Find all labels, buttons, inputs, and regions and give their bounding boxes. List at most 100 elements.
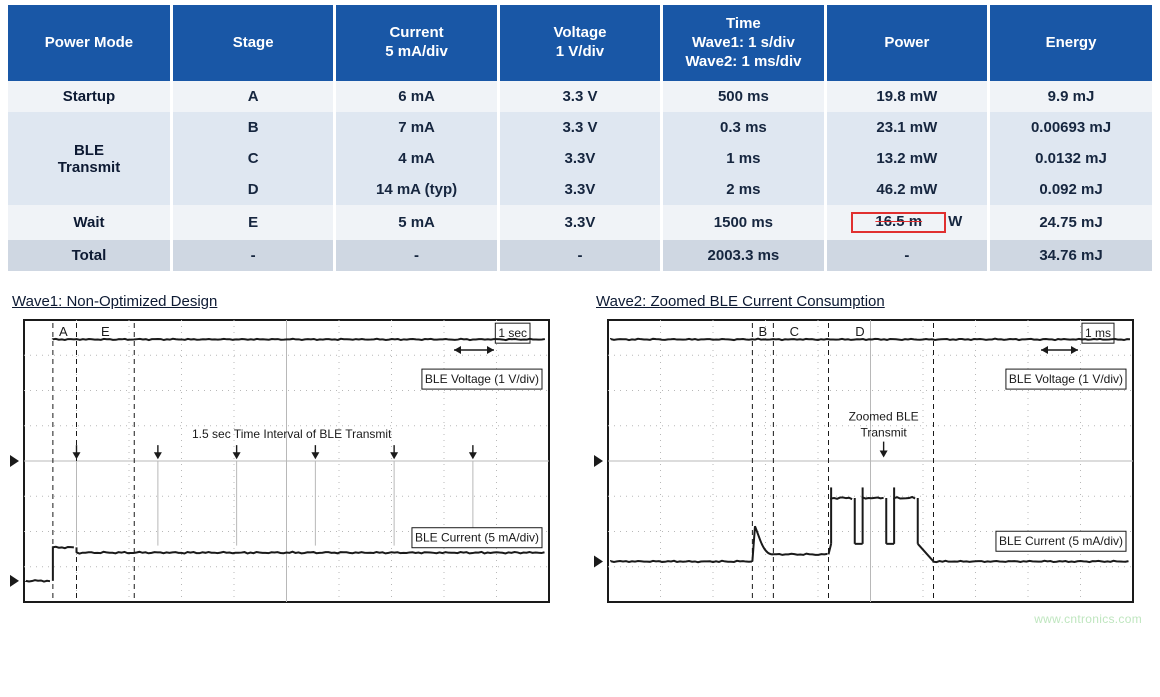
cell-time: 1500 ms: [662, 205, 825, 240]
cell-voltage: 3.3V: [498, 205, 661, 240]
cell-power: -: [825, 240, 988, 271]
scope-canvas: 1 ms B C D BLE Voltage (1 V/div) Zoomed BLE Tr…: [592, 316, 1137, 606]
mid-note: 1.5 sec Time Interval of BLE Transmit: [192, 427, 392, 441]
cell-power: 16.5 mW: [825, 205, 988, 240]
table-row: Total---2003.3 ms-34.76 mJ: [8, 240, 1152, 271]
col-current: Current5 mA/div: [335, 5, 498, 81]
cell-time: 0.3 ms: [662, 112, 825, 143]
table-row: C4 mA3.3V1 ms13.2 mW0.0132 mJ: [8, 143, 1152, 174]
trace-knob: [594, 455, 603, 467]
cell-voltage: 3.3 V: [498, 81, 661, 112]
scope-label: BLE Current (5 mA/div): [415, 530, 539, 544]
arrowhead-icon: [487, 346, 494, 354]
cell-power: 46.2 mW: [825, 174, 988, 205]
scope-trace: [611, 338, 1130, 339]
table-row: BLETransmitB7 mA3.3 V0.3 ms23.1 mW0.0069…: [8, 112, 1152, 143]
arrowhead-icon: [1071, 346, 1078, 354]
stage-label: A: [59, 324, 68, 339]
cell-stage: -: [171, 240, 334, 271]
table-row: StartupA6 mA3.3 V500 ms19.8 mW9.9 mJ: [8, 81, 1152, 112]
cell-mode: Total: [8, 240, 171, 271]
power-table: Power ModeStageCurrent5 mA/divVoltage1 V…: [8, 5, 1152, 271]
cell-current: 5 mA: [335, 205, 498, 240]
cell-stage: B: [171, 112, 334, 143]
cell-time: 1 ms: [662, 143, 825, 174]
cell-energy: 24.75 mJ: [989, 205, 1152, 240]
trace-knob: [10, 455, 19, 467]
scope-wave1: Wave1: Non-Optimized Design 1 sec A E BLE V…: [8, 293, 568, 606]
stage-label: E: [101, 324, 110, 339]
arrowhead-icon: [73, 452, 81, 459]
col-voltage: Voltage1 V/div: [498, 5, 661, 81]
arrowhead-icon: [880, 450, 888, 457]
arrowhead-icon: [1041, 346, 1048, 354]
col-energy: Energy: [989, 5, 1152, 81]
scope-label: BLE Current (5 mA/div): [999, 534, 1123, 548]
cell-current: 6 mA: [335, 81, 498, 112]
scope-trace: [773, 553, 827, 554]
scope-trace: [611, 560, 752, 561]
table-row: WaitE5 mA3.3V1500 ms16.5 mW24.75 mJ: [8, 205, 1152, 240]
scope-trace: [53, 547, 74, 548]
scope-trace: [863, 497, 884, 498]
col-mode: Power Mode: [8, 5, 171, 81]
cell-current: 7 mA: [335, 112, 498, 143]
cell-current: 4 mA: [335, 143, 498, 174]
stage-label: B: [759, 324, 768, 339]
scope-label: BLE Voltage (1 V/div): [1009, 372, 1123, 386]
scope-trace: [831, 497, 852, 499]
stage-label: D: [855, 324, 864, 339]
mid-note: Zoomed BLE: [849, 409, 919, 423]
scope-label: 1 ms: [1085, 326, 1111, 340]
table-row: D14 mA (typ)3.3V2 ms46.2 mW0.092 mJ: [8, 174, 1152, 205]
scope-trace: [934, 560, 1129, 561]
cell-energy: 0.00693 mJ: [989, 112, 1152, 143]
cell-time: 500 ms: [662, 81, 825, 112]
cell-voltage: -: [498, 240, 661, 271]
cell-voltage: 3.3V: [498, 143, 661, 174]
cell-mode: BLETransmit: [8, 112, 171, 205]
cell-power: 13.2 mW: [825, 143, 988, 174]
col-stage: Stage: [171, 5, 334, 81]
scope-canvas: 1 sec A E BLE Voltage (1 V/div) 1.5 sec Time…: [8, 316, 553, 606]
scope-title: Wave2: Zoomed BLE Current Consumption: [596, 293, 1152, 310]
scope-trace: [53, 338, 545, 339]
cell-voltage: 3.3 V: [498, 112, 661, 143]
cell-power: 19.8 mW: [825, 81, 988, 112]
arrowhead-icon: [154, 452, 162, 459]
cell-current: 14 mA (typ): [335, 174, 498, 205]
cell-energy: 34.76 mJ: [989, 240, 1152, 271]
trace-knob: [10, 575, 19, 587]
col-time: TimeWave1: 1 s/divWave2: 1 ms/div: [662, 5, 825, 81]
arrowhead-icon: [469, 452, 477, 459]
watermark-text: www.cntronics.com: [8, 612, 1142, 626]
cell-time: 2003.3 ms: [662, 240, 825, 271]
scope-trace: [26, 580, 50, 581]
cell-stage: A: [171, 81, 334, 112]
scope-trace: [918, 544, 934, 562]
scope-title: Wave1: Non-Optimized Design: [12, 293, 568, 310]
cell-mode: Wait: [8, 205, 171, 240]
scope-trace: [77, 551, 545, 553]
cell-energy: 9.9 mJ: [989, 81, 1152, 112]
scope-trace: [829, 544, 832, 555]
mid-note: Transmit: [861, 425, 908, 439]
cell-energy: 0.0132 mJ: [989, 143, 1152, 174]
scope-row: Wave1: Non-Optimized Design 1 sec A E BLE V…: [8, 293, 1152, 606]
cell-stage: E: [171, 205, 334, 240]
scope-label: 1 sec: [498, 326, 527, 340]
page-root: Power ModeStageCurrent5 mA/divVoltage1 V…: [0, 0, 1160, 636]
cell-voltage: 3.3V: [498, 174, 661, 205]
power-table-head: Power ModeStageCurrent5 mA/divVoltage1 V…: [8, 5, 1152, 81]
cell-stage: C: [171, 143, 334, 174]
power-table-body: StartupA6 mA3.3 V500 ms19.8 mW9.9 mJBLET…: [8, 81, 1152, 271]
arrowhead-icon: [311, 452, 319, 459]
cell-time: 2 ms: [662, 174, 825, 205]
cell-stage: D: [171, 174, 334, 205]
stage-label: C: [790, 324, 799, 339]
col-power: Power: [825, 5, 988, 81]
cell-mode: Startup: [8, 81, 171, 112]
cell-energy: 0.092 mJ: [989, 174, 1152, 205]
scope-label: BLE Voltage (1 V/div): [425, 372, 539, 386]
cell-power: 23.1 mW: [825, 112, 988, 143]
